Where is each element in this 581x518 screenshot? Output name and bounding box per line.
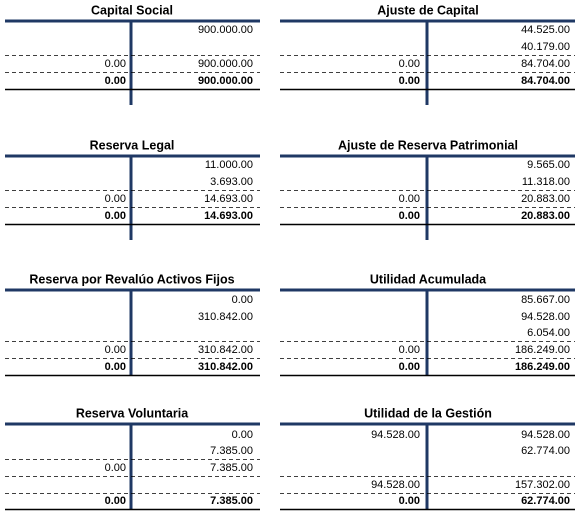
credit-amount: 157.302.00 (515, 479, 570, 491)
debit-amount: 0.00 (105, 495, 126, 507)
credit-amount: 62.774.00 (521, 495, 570, 507)
credit-amount: 62.774.00 (521, 445, 570, 457)
credit-amount: 14.693.00 (204, 193, 253, 205)
credit-amount: 900.000.00 (198, 75, 253, 87)
credit-amount: 0.00 (232, 429, 253, 441)
credit-amount: 44.525.00 (521, 24, 570, 36)
debit-amount: 0.00 (105, 344, 126, 356)
debit-amount: 94.528.00 (371, 429, 420, 441)
account-title: Utilidad de la Gestión (364, 406, 492, 420)
credit-amount: 40.179.00 (521, 41, 570, 53)
account-title: Capital Social (91, 3, 173, 17)
credit-amount: 900.000.00 (198, 24, 253, 36)
credit-amount: 7.385.00 (210, 445, 253, 457)
account-title: Reserva Voluntaria (76, 406, 189, 420)
debit-amount: 0.00 (105, 361, 126, 373)
credit-amount: 85.667.00 (521, 294, 570, 306)
debit-amount: 0.00 (399, 210, 420, 222)
credit-amount: 9.565.00 (527, 159, 570, 171)
credit-amount: 20.883.00 (521, 193, 570, 205)
credit-amount: 0.00 (232, 294, 253, 306)
debit-amount: 0.00 (399, 58, 420, 70)
credit-amount: 6.054.00 (527, 327, 570, 339)
debit-amount: 0.00 (105, 462, 126, 474)
credit-amount: 20.883.00 (521, 210, 570, 222)
debit-amount: 0.00 (105, 75, 126, 87)
credit-amount: 310.842.00 (198, 311, 253, 323)
account-title: Ajuste de Capital (377, 3, 478, 17)
account-title: Reserva Legal (90, 138, 175, 152)
credit-amount: 900.000.00 (198, 58, 253, 70)
credit-amount: 7.385.00 (210, 495, 253, 507)
credit-amount: 14.693.00 (204, 210, 253, 222)
credit-amount: 186.249.00 (515, 361, 570, 373)
credit-amount: 84.704.00 (521, 58, 570, 70)
debit-amount: 0.00 (399, 344, 420, 356)
account-title: Reserva por Revalúo Activos Fijos (29, 272, 234, 286)
credit-amount: 11.000.00 (205, 159, 253, 171)
debit-amount: 94.528.00 (371, 479, 420, 491)
credit-amount: 94.528.00 (521, 429, 570, 441)
credit-amount: 11.318.00 (522, 176, 570, 188)
debit-amount: 0.00 (105, 193, 126, 205)
debit-amount: 0.00 (105, 210, 126, 222)
credit-amount: 310.842.00 (198, 361, 253, 373)
account-title: Ajuste de Reserva Patrimonial (338, 138, 518, 152)
credit-amount: 7.385.00 (210, 462, 253, 474)
debit-amount: 0.00 (399, 361, 420, 373)
credit-amount: 94.528.00 (521, 311, 570, 323)
credit-amount: 310.842.00 (198, 344, 253, 356)
debit-amount: 0.00 (399, 75, 420, 87)
credit-amount: 3.693.00 (210, 176, 253, 188)
credit-amount: 84.704.00 (521, 75, 570, 87)
account-title: Utilidad Acumulada (370, 272, 487, 286)
debit-amount: 0.00 (399, 193, 420, 205)
debit-amount: 0.00 (105, 58, 126, 70)
debit-amount: 0.00 (399, 495, 420, 507)
credit-amount: 186.249.00 (515, 344, 570, 356)
